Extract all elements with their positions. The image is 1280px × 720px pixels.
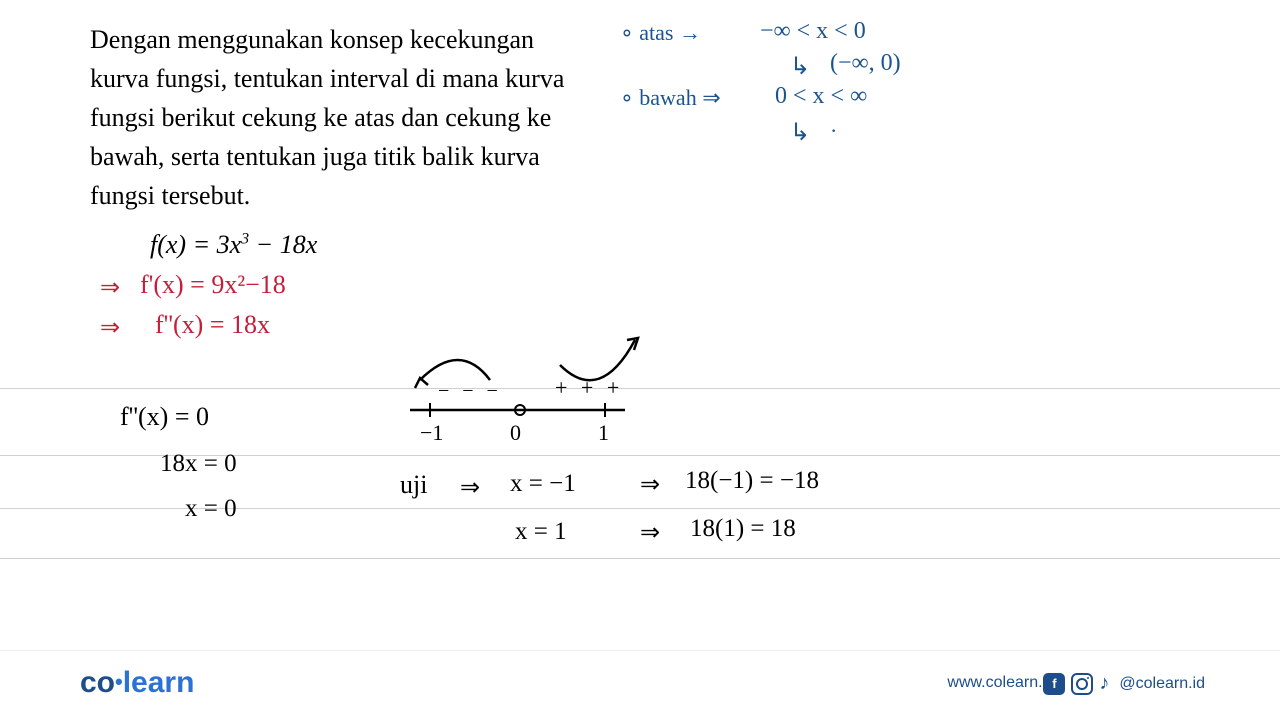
uji-label: uji	[400, 470, 427, 500]
note-atas-interval: −∞ < x < 0	[760, 18, 866, 45]
note-atas-set: (−∞, 0)	[830, 50, 901, 77]
social-handle[interactable]: @colearn.id	[1119, 675, 1205, 693]
note-bawah-label: ∘ bawah ⇒	[620, 85, 721, 111]
problem-equation: f(x) = 3x3 − 18x	[150, 230, 317, 260]
footer-bar: co•learn www.colearn.id f ♪ @colearn.id	[0, 650, 1280, 720]
solve-step: 18x = 0	[160, 450, 237, 478]
website-link[interactable]: www.colearn.id	[947, 674, 1055, 692]
note-atas-label: ∘ atas →	[620, 20, 701, 46]
equation-zero: f''(x) = 0	[120, 402, 209, 432]
sign-plus: + + +	[555, 375, 623, 401]
logo-dot: •	[115, 669, 123, 694]
tick-1: 1	[598, 420, 609, 446]
test-x-1: x = 1	[515, 518, 567, 546]
uji-arrow: ⇒	[460, 473, 480, 502]
tiktok-icon[interactable]: ♪	[1099, 672, 1109, 695]
brand-logo: co•learn	[80, 666, 194, 700]
rule-line	[0, 558, 1280, 559]
implies-1: ⇒	[100, 273, 120, 302]
tick-0: 0	[510, 420, 521, 446]
first-derivative: f'(x) = 9x²−18	[140, 270, 286, 300]
equation-rhs: − 18x	[249, 230, 317, 259]
instagram-icon[interactable]	[1071, 673, 1093, 695]
note-bawah-dot: ·	[830, 118, 837, 144]
second-derivative: f''(x) = 18x	[155, 310, 270, 340]
social-row: f ♪ @colearn.id	[1043, 672, 1205, 695]
problem-statement: Dengan menggunakan konsep kecekungan kur…	[90, 20, 570, 215]
sign-minus: − − −	[438, 380, 502, 403]
note-bawah-arrow: ↳	[790, 118, 810, 147]
solution-x: x = 0	[185, 495, 237, 523]
result-1: 18(1) = 18	[690, 515, 796, 543]
implies-2: ⇒	[100, 313, 120, 342]
result-arrow-2: ⇒	[640, 518, 660, 547]
result-neg1: 18(−1) = −18	[685, 467, 819, 495]
logo-learn: learn	[123, 666, 195, 699]
equation-exp: 3	[241, 230, 249, 247]
note-bawah-interval: 0 < x < ∞	[775, 83, 867, 110]
logo-co: co	[80, 666, 115, 699]
equation-lhs: f(x) = 3x	[150, 230, 241, 259]
note-atas-arrow: ↳	[790, 52, 810, 81]
result-arrow-1: ⇒	[640, 470, 660, 499]
tick-neg1: −1	[420, 420, 443, 446]
test-x-neg1: x = −1	[510, 470, 576, 498]
facebook-icon[interactable]: f	[1043, 673, 1065, 695]
